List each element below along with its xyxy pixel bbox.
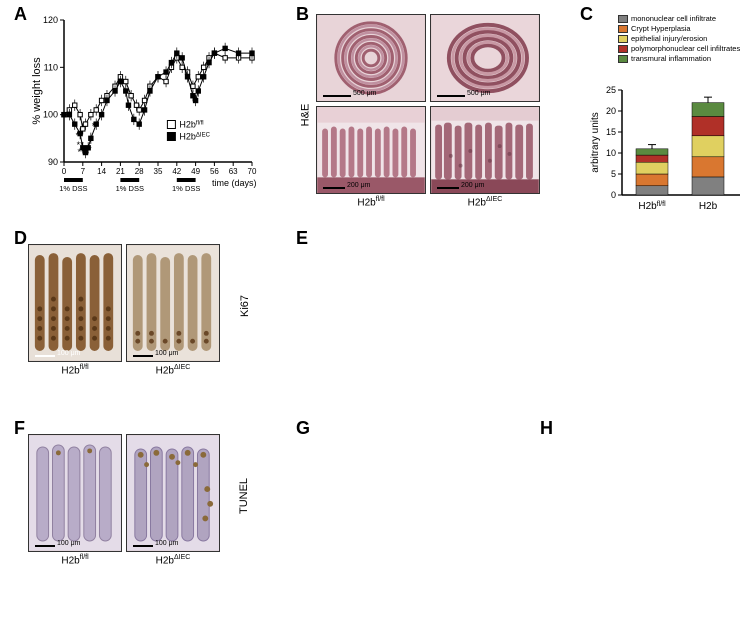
svg-text:20: 20 (606, 106, 616, 116)
panel-h (552, 434, 732, 584)
panel-f: 100 μm 100 μm TUNEL H2bfl/fl (28, 434, 236, 578)
svg-text:120: 120 (43, 15, 58, 25)
svg-text:H2bΔIEC: H2bΔIEC (179, 132, 210, 142)
svg-text:H2bfl/fl: H2bfl/fl (179, 120, 203, 130)
svg-text:15: 15 (606, 127, 616, 137)
scale-text: 500 μm (353, 90, 377, 97)
svg-text:5: 5 (611, 169, 616, 179)
he-crypt-diec: 200 μm (430, 106, 540, 194)
panel-g-plot (306, 434, 486, 584)
svg-text:1% DSS: 1% DSS (59, 184, 87, 193)
tunel-label-diec: H2bΔIEC (126, 554, 220, 566)
panel-f-label: F (14, 418, 25, 439)
scale-text: 500 μm (467, 90, 491, 97)
ki67-label-flfl: H2bfl/fl (28, 364, 122, 376)
scale-text: 100 μm (155, 350, 179, 357)
panel-a-plot: 90 100 110 120 0 7 14 21 28 35 42 49 56 63 70 % weight … (28, 14, 258, 204)
svg-text:100: 100 (43, 110, 58, 120)
svg-text:*: * (92, 121, 96, 131)
svg-text:H2bfl/fl: H2bfl/fl (638, 201, 666, 213)
he-label-diec: H2bΔIEC (430, 196, 540, 208)
scale-text: 200 μm (461, 182, 485, 189)
panel-b: H&E 500 μm (312, 14, 554, 214)
svg-text:1% DSS: 1% DSS (172, 184, 200, 193)
scale-text: 100 μm (57, 350, 81, 357)
panel-f-side-label: TUNEL (238, 478, 250, 514)
panel-b-label: B (296, 4, 309, 25)
svg-text:0: 0 (611, 190, 616, 200)
he-crypt-flfl: 200 μm (316, 106, 426, 194)
svg-text:90: 90 (48, 157, 58, 167)
svg-text:arbitrary units: arbitrary units (590, 112, 601, 173)
panel-c-plot: 0 5 10 15 20 25 arbitrary units H2bfl/fl H2b (588, 72, 748, 217)
ki67-flfl: 100 μm (28, 244, 122, 362)
panel-e-plot (306, 244, 486, 384)
svg-text:0: 0 (62, 167, 67, 176)
svg-text:time (days): time (days) (212, 178, 257, 188)
ki67-diec: 100 μm (126, 244, 220, 362)
he-label-flfl: H2bfl/fl (316, 196, 426, 208)
he-swiss-diec: 500 μm (430, 14, 540, 102)
ki67-label-diec: H2bΔIEC (126, 364, 220, 376)
svg-text:56: 56 (210, 167, 219, 176)
svg-text:*: * (89, 135, 93, 145)
panel-a: 90 100 110 120 0 7 14 21 28 35 42 49 56 63 70 % weight … (28, 14, 258, 204)
he-swiss-flfl: 500 μm (316, 14, 426, 102)
panel-a-label: A (14, 4, 27, 25)
tunel-flfl: 100 μm (28, 434, 122, 552)
panel-c: mononuclear cell infiltrateCrypt Hyperpl… (588, 14, 748, 214)
panel-d-label: D (14, 228, 27, 249)
panel-d-side-label: Ki67 (239, 295, 251, 317)
svg-text:% weight loss: % weight loss (31, 57, 43, 125)
svg-text:63: 63 (229, 167, 238, 176)
scale-text: 100 μm (57, 540, 81, 547)
svg-text:H2b: H2b (699, 201, 718, 212)
panel-d: 100 μm 100 μm Ki (28, 244, 236, 388)
tunel-label-flfl: H2bfl/fl (28, 554, 122, 566)
svg-text:14: 14 (97, 167, 106, 176)
svg-text:25: 25 (606, 85, 616, 95)
tunel-diec: 100 μm (126, 434, 220, 552)
svg-text:7: 7 (81, 167, 86, 176)
scale-text: 100 μm (155, 540, 179, 547)
panel-e (306, 244, 486, 384)
svg-text:70: 70 (248, 167, 257, 176)
svg-text:42: 42 (172, 167, 181, 176)
svg-text:110: 110 (44, 62, 58, 72)
svg-text:10: 10 (606, 148, 616, 158)
panel-h-plot (552, 434, 732, 584)
scale-text: 200 μm (347, 182, 371, 189)
svg-text:21: 21 (116, 167, 125, 176)
svg-text:**: ** (85, 145, 93, 155)
svg-text:28: 28 (135, 167, 144, 176)
panel-b-side-label: H&E (299, 104, 311, 127)
svg-text:35: 35 (154, 167, 163, 176)
panel-g (306, 434, 486, 584)
svg-text:1% DSS: 1% DSS (116, 184, 144, 193)
svg-text:49: 49 (191, 167, 200, 176)
panel-c-legend: mononuclear cell infiltrateCrypt Hyperpl… (618, 14, 740, 64)
